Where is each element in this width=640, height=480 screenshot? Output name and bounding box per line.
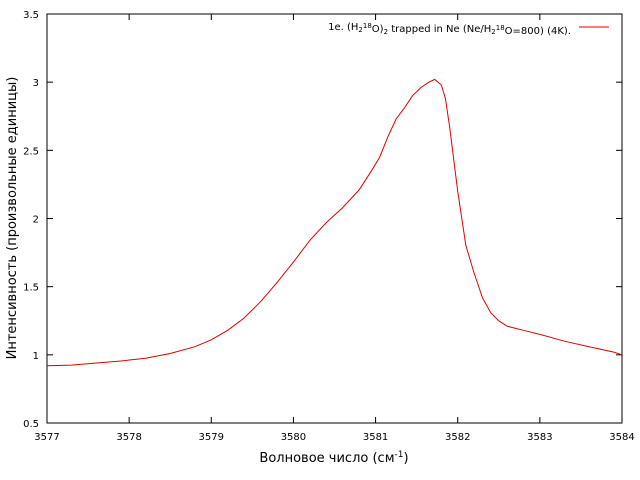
y-tick-label: 1 (33, 351, 39, 362)
tick-labels: 3577 3578 3579 3580 3581 3582 3583 3584 0.5 1 1.5 2… (23, 10, 635, 443)
x-tick-label: 3582 (445, 432, 470, 443)
x-tick-label: 3584 (609, 432, 634, 443)
x-tick-label: 3580 (281, 432, 306, 443)
legend: 1e. (H218O)2 trapped in Ne (Ne/H218O=800… (328, 22, 609, 37)
x-tick-label: 3579 (199, 432, 224, 443)
y-tick-label: 1.5 (23, 283, 39, 294)
legend-text: 1e. (H218O)2 trapped in Ne (Ne/H218O=800… (328, 22, 571, 37)
x-tick-label: 3583 (527, 432, 552, 443)
y-tick-label: 3.5 (23, 10, 39, 21)
x-tick-label: 3581 (363, 432, 388, 443)
x-axis-label-sup: -1 (395, 450, 404, 460)
x-axis-label-end: ) (403, 451, 408, 466)
y-tick-label: 0.5 (23, 419, 39, 430)
y-axis-label: Интенсивность (произвольные единицы) (5, 77, 20, 360)
x-axis-label: Волновое число (см-1) (259, 450, 408, 466)
y-tick-label: 2.5 (23, 146, 39, 157)
series-line (46, 78, 623, 367)
x-tick-label: 3578 (116, 432, 141, 443)
x-tick-label: 3577 (34, 432, 59, 443)
tick-marks (46, 13, 623, 424)
plot-frame (46, 13, 623, 424)
y-tick-label: 2 (33, 215, 39, 226)
y-tick-label: 3 (33, 78, 39, 89)
